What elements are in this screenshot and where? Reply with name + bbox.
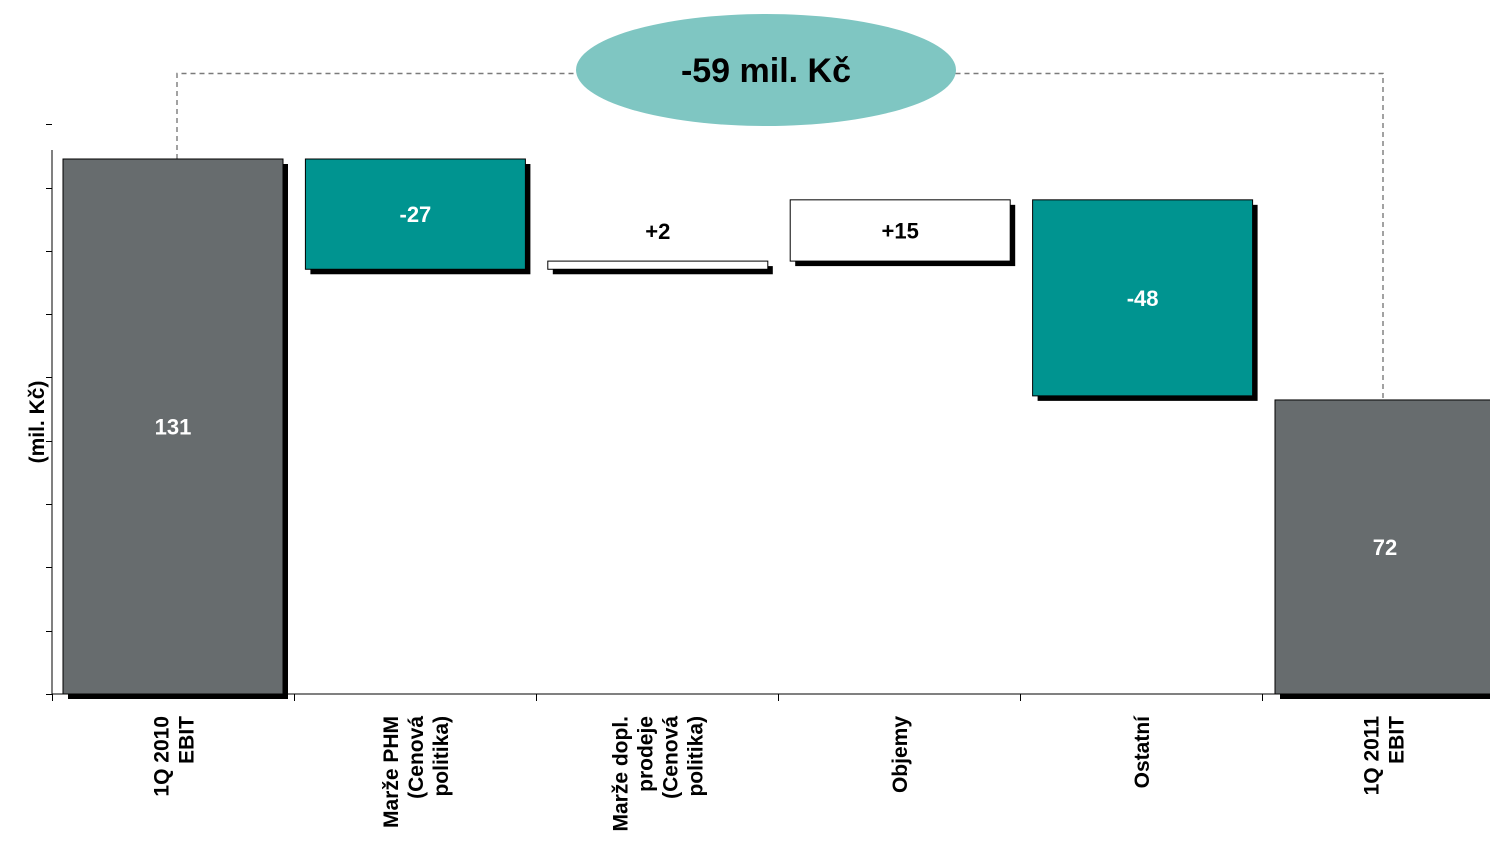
bar-shadow (552, 266, 773, 275)
category-label-line: Ostatní (1131, 715, 1154, 789)
category-label: 1Q 2010 EBIT (151, 716, 199, 797)
axes (46, 124, 1490, 701)
category-label-line: (Cenová (660, 716, 683, 799)
data-label: -27 (400, 202, 432, 227)
category-label: Marže PHM (Cenová politika) (380, 716, 453, 828)
category-label: Ostatní (1131, 715, 1154, 789)
difference-annotation: -59 mil. Kč (576, 14, 956, 126)
category-label-line: EBIT (1386, 716, 1409, 764)
bar-increase (547, 260, 769, 270)
data-label: -48 (1127, 286, 1159, 311)
category-label-line: politika) (430, 716, 453, 797)
category-label-line: Marže PHM (380, 716, 403, 828)
bar-total (1274, 399, 1490, 695)
bar-decrease (1032, 199, 1254, 397)
data-label: +15 (882, 218, 919, 243)
category-label-line: EBIT (176, 716, 199, 764)
data-label: 72 (1373, 535, 1397, 560)
y-axis-label: (mil. Kč) (26, 381, 49, 464)
category-labels: 1Q 2010 EBIT Marže PHM (Cenová politika) Marž… (151, 715, 1409, 832)
category-label-line: Marže dopl. (610, 716, 633, 832)
category-label-line: politika) (685, 716, 708, 797)
category-label-line: prodeje (635, 716, 658, 792)
category-label-line: 1Q 2011 (1361, 716, 1384, 796)
data-label: +2 (645, 219, 670, 244)
category-label-line: Objemy (889, 716, 912, 793)
bars: 131 -27 +2 +15 -48 72 (62, 158, 1490, 699)
bar-increase (789, 199, 1011, 262)
bar-total (62, 158, 284, 695)
category-label: Marže dopl. prodeje (Cenová politika) (610, 716, 708, 832)
annotation-text: -59 mil. Kč (681, 52, 851, 90)
annotation-ellipse (576, 14, 956, 126)
category-label: Objemy (889, 716, 912, 793)
bar-decrease (304, 158, 526, 270)
category-label-line: (Cenová (405, 716, 428, 799)
category-label-line: 1Q 2010 (151, 716, 174, 797)
data-label: 131 (155, 415, 192, 440)
category-label: 1Q 2011 EBIT (1361, 716, 1409, 796)
